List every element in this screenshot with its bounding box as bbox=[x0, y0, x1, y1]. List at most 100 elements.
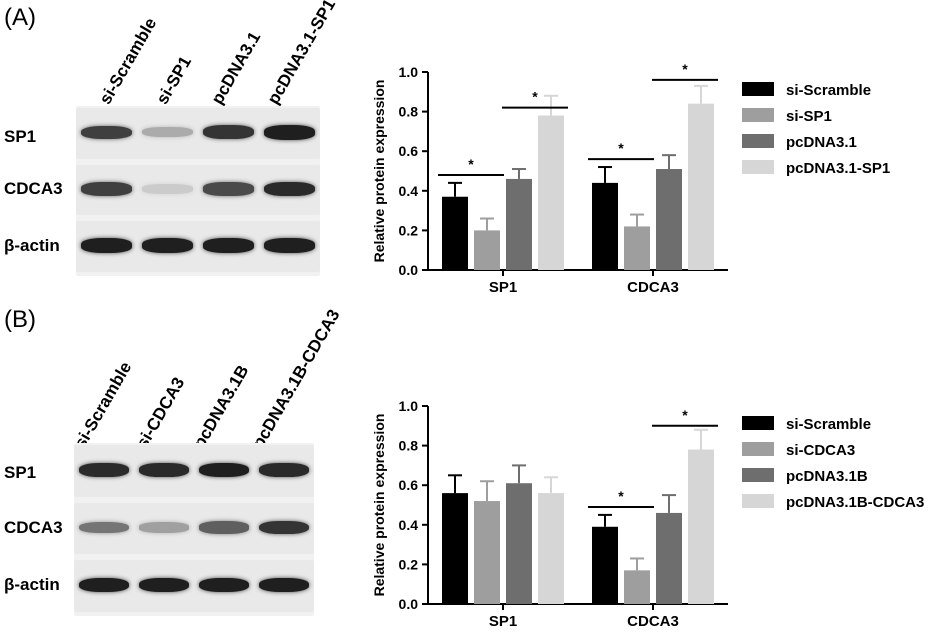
blot-band bbox=[142, 184, 193, 194]
blot-band bbox=[79, 521, 129, 534]
lane-label: pcDNA3.1 bbox=[207, 28, 265, 108]
blot-band bbox=[203, 238, 254, 253]
lane-label: pcDNA3.1B-CDCA3 bbox=[248, 306, 344, 452]
bar-chart: 0.0 0.2 0.4 0.6 0.8 1.0 Relative protein expre… bbox=[371, 61, 890, 296]
bar bbox=[656, 169, 682, 270]
lane-label: si-Scramble bbox=[70, 358, 136, 452]
blot-row-label: β-actin bbox=[4, 236, 60, 255]
bar bbox=[592, 526, 618, 604]
blot-band bbox=[139, 577, 189, 593]
blot-band bbox=[79, 577, 129, 593]
significance-star: * bbox=[682, 61, 688, 77]
blot-band bbox=[139, 522, 189, 533]
blot-band bbox=[79, 462, 129, 477]
blot-band bbox=[199, 521, 249, 534]
bar bbox=[506, 178, 532, 270]
y-tick-label: 0.2 bbox=[399, 222, 419, 238]
significance-star: * bbox=[532, 89, 538, 105]
bar bbox=[688, 103, 714, 271]
blot-band bbox=[81, 182, 132, 196]
blot-band bbox=[264, 238, 315, 253]
y-axis-title: Relative protein expression bbox=[371, 80, 387, 263]
x-tick-label: SP1 bbox=[489, 613, 517, 630]
bar bbox=[688, 449, 714, 604]
bar bbox=[656, 512, 682, 604]
y-tick-label: 0.6 bbox=[399, 477, 419, 493]
legend-swatch bbox=[742, 442, 774, 456]
blot-band bbox=[264, 181, 315, 197]
bar bbox=[442, 493, 468, 604]
bar bbox=[474, 501, 500, 604]
western-blot-image bbox=[76, 106, 320, 276]
lane-label: pcDNA3.1-SP1 bbox=[263, 0, 340, 108]
bar-chart: 0.0 0.2 0.4 0.6 0.8 1.0 Relative protein expre… bbox=[371, 398, 924, 630]
western-blot-image bbox=[74, 443, 314, 616]
legend-label: pcDNA3.1 bbox=[786, 134, 857, 151]
blot-row-label: SP1 bbox=[4, 127, 37, 146]
legend-swatch bbox=[742, 416, 774, 430]
blot-band bbox=[139, 462, 189, 477]
panel-b-label: (B) bbox=[4, 306, 36, 333]
legend-swatch bbox=[742, 494, 774, 508]
blot-band bbox=[81, 125, 132, 140]
blot-band bbox=[264, 125, 315, 140]
blot-band bbox=[199, 577, 249, 593]
legend-swatch bbox=[742, 82, 774, 96]
y-axis-title: Relative protein expression bbox=[371, 414, 387, 597]
legend-swatch bbox=[742, 160, 774, 174]
y-tick-label: 0.6 bbox=[399, 143, 419, 159]
y-tick-label: 0.2 bbox=[399, 556, 419, 572]
blot-row-label: SP1 bbox=[4, 463, 37, 482]
blot-band bbox=[199, 462, 249, 478]
lane-label: si-SP1 bbox=[152, 52, 196, 108]
bar bbox=[538, 493, 564, 604]
bar bbox=[474, 230, 500, 270]
significance-star: * bbox=[618, 140, 624, 156]
y-tick-label: 0.4 bbox=[399, 183, 419, 199]
blot-row-label: β-actin bbox=[4, 575, 60, 594]
blot-band bbox=[81, 238, 132, 253]
significance-star: * bbox=[682, 407, 688, 423]
blot-row-label: CDCA3 bbox=[4, 518, 63, 537]
y-tick-label: 0.8 bbox=[399, 438, 419, 454]
legend-label: si-Scramble bbox=[786, 416, 871, 433]
blot-band bbox=[142, 238, 193, 253]
y-tick-label: 0.8 bbox=[399, 104, 419, 120]
blot-band bbox=[259, 462, 309, 477]
x-tick-label: SP1 bbox=[489, 279, 517, 296]
bar bbox=[538, 115, 564, 270]
lane-label: si-CDCA3 bbox=[132, 374, 189, 452]
significance-star: * bbox=[468, 156, 474, 172]
bar bbox=[624, 570, 650, 604]
y-tick-label: 1.0 bbox=[399, 398, 419, 414]
bar bbox=[592, 182, 618, 270]
legend-label: pcDNA3.1B-CDCA3 bbox=[786, 494, 924, 511]
lane-label: si-Scramble bbox=[95, 14, 161, 108]
legend-label: si-SP1 bbox=[786, 108, 832, 125]
blot-band bbox=[203, 125, 254, 140]
blot-band bbox=[142, 127, 193, 138]
y-tick-label: 0.4 bbox=[399, 517, 419, 533]
lane-label: pcDNA3.1B bbox=[189, 361, 253, 452]
legend-swatch bbox=[742, 108, 774, 122]
bar bbox=[624, 226, 650, 270]
blot-band bbox=[203, 182, 254, 196]
blot-row-label: CDCA3 bbox=[4, 179, 63, 198]
bar bbox=[442, 196, 468, 270]
blot-band bbox=[259, 577, 309, 593]
panel-a-label: (A) bbox=[4, 4, 36, 31]
y-tick-label: 0.0 bbox=[399, 262, 419, 278]
x-tick-label: CDCA3 bbox=[627, 613, 679, 630]
blot-band bbox=[259, 520, 309, 535]
legend-label: si-Scramble bbox=[786, 82, 871, 99]
y-tick-label: 0.0 bbox=[399, 596, 419, 612]
legend-label: si-CDCA3 bbox=[786, 442, 855, 459]
y-tick-label: 1.0 bbox=[399, 64, 419, 80]
legend-label: pcDNA3.1B bbox=[786, 468, 868, 485]
legend-swatch bbox=[742, 468, 774, 482]
x-tick-label: CDCA3 bbox=[627, 279, 679, 296]
legend-swatch bbox=[742, 134, 774, 148]
legend-label: pcDNA3.1-SP1 bbox=[786, 160, 890, 177]
bar bbox=[506, 483, 532, 604]
significance-star: * bbox=[618, 488, 624, 504]
